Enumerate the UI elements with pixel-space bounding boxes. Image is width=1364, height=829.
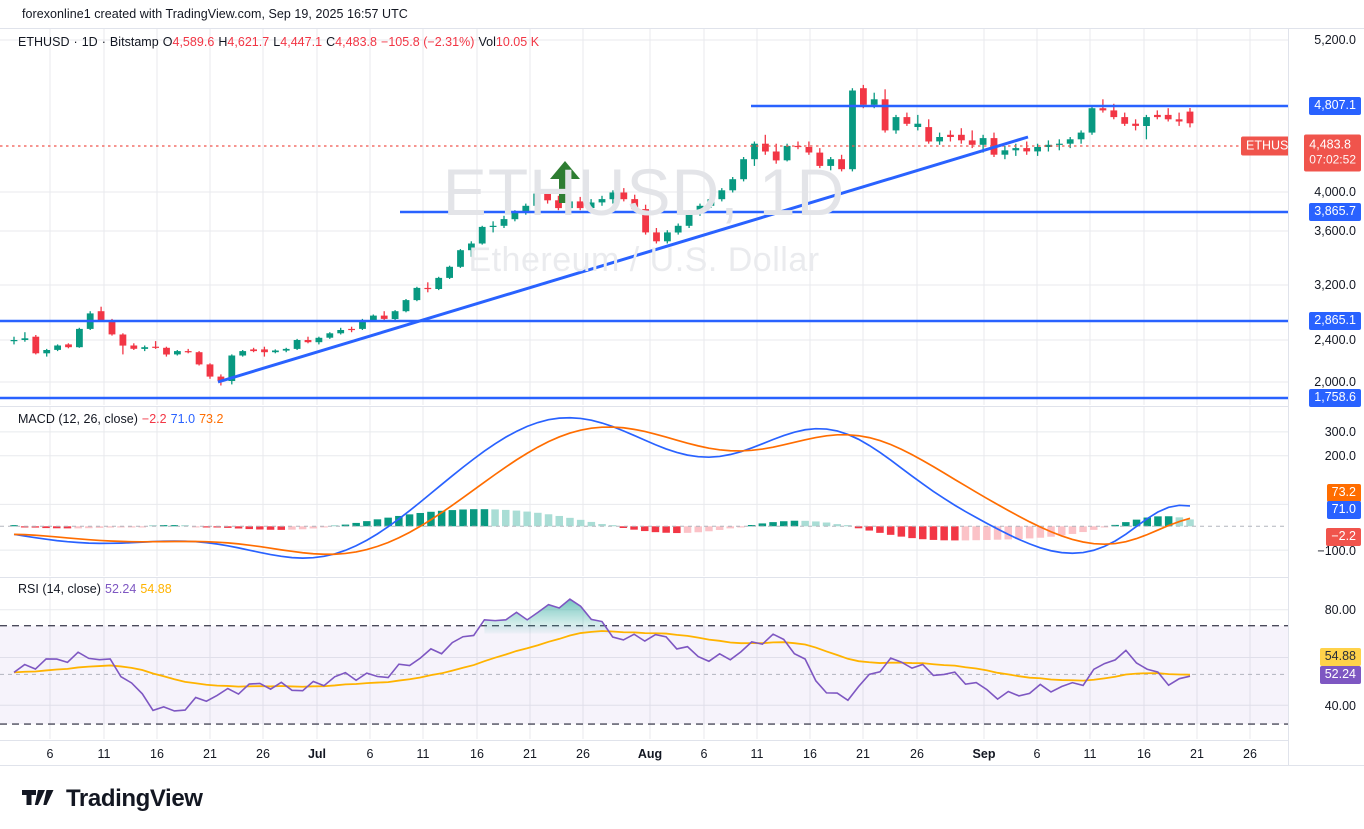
legend-ticker[interactable]: ETHUSD xyxy=(18,35,70,49)
macd-signal-line xyxy=(13,426,1191,556)
macd-badge-macd[interactable]: 71.0 xyxy=(1326,501,1361,519)
price-tick-3600: 3,600.0 xyxy=(1314,224,1356,238)
price-pane[interactable]: ETHUSD, 1D Ethereum / U.S. Dollar xyxy=(0,29,1288,405)
legend-volume-value: 10.05 K xyxy=(495,35,540,49)
time-tick: Sep xyxy=(972,747,996,761)
rsi-series xyxy=(0,598,1288,725)
time-tick: 21 xyxy=(203,747,217,761)
time-tick: 26 xyxy=(1243,747,1257,761)
footer-branding: TradingView xyxy=(22,785,203,813)
rsi-legend[interactable]: RSI (14, close) 52.24 54.88 xyxy=(18,582,176,596)
macd-grid xyxy=(0,407,1288,576)
price-tick-2400: 2,400.0 xyxy=(1314,333,1356,347)
price-tick-2000: 2,000.0 xyxy=(1314,375,1356,389)
legend-low-value: 4,447.1 xyxy=(280,35,323,49)
price-axis[interactable]: 5,200.0 4,000.0 3,600.0 3,200.0 2,800.0 … xyxy=(1288,29,1364,765)
rsi-tick-40: 40.00 xyxy=(1324,699,1356,713)
rsi-value: 52.24 xyxy=(104,582,137,596)
legend-interval[interactable]: 1D xyxy=(81,35,98,49)
rsi-grid xyxy=(0,578,1288,739)
time-tick: 6 xyxy=(366,747,374,761)
time-tick: 16 xyxy=(803,747,817,761)
macd-hist-value: −2.2 xyxy=(141,412,167,426)
macd-tick-neg100: −100.0 xyxy=(1317,544,1356,558)
tradingview-wordmark: TradingView xyxy=(66,785,203,812)
time-tick: 11 xyxy=(416,747,430,761)
legend-sep-1: · xyxy=(73,35,78,49)
macd-tick-300: 300.0 xyxy=(1324,425,1356,439)
legend-sep-2: · xyxy=(101,35,106,49)
time-tick: 11 xyxy=(1083,747,1097,761)
macd-pane[interactable]: MACD (12, 26, close) −2.2 71.0 73.2 xyxy=(0,406,1288,576)
time-tick: 21 xyxy=(856,747,870,761)
price-tick-3200: 3,200.0 xyxy=(1314,278,1356,292)
macd-badge-hist[interactable]: −2.2 xyxy=(1326,528,1361,546)
time-tick: 26 xyxy=(576,747,590,761)
time-tick: Jul xyxy=(307,747,327,761)
last-price-badge[interactable]: 4,483.8 07:02:52 xyxy=(1304,134,1361,172)
macd-tick-200: 200.0 xyxy=(1324,449,1356,463)
attribution-text: forexonline1 created with TradingView.co… xyxy=(22,7,408,21)
rsi-legend-title[interactable]: RSI (14, close) xyxy=(18,582,101,596)
rsi-tick-80: 80.00 xyxy=(1324,603,1356,617)
rsi-badge-rsi[interactable]: 52.24 xyxy=(1319,666,1361,684)
rsi-ma-line xyxy=(13,630,1191,688)
time-tick: 6 xyxy=(1033,747,1041,761)
rsi-overbought-fill xyxy=(484,599,613,634)
time-tick: 16 xyxy=(470,747,484,761)
time-tick: 6 xyxy=(46,747,54,761)
bar-countdown: 07:02:52 xyxy=(1309,152,1356,167)
chart-frame: ETHUSD, 1D Ethereum / U.S. Dollar xyxy=(0,28,1364,766)
macd-legend[interactable]: MACD (12, 26, close) −2.2 71.0 73.2 xyxy=(18,412,228,426)
rsi-line xyxy=(13,598,1191,712)
legend-close-value: 4,483.8 xyxy=(335,35,378,49)
legend-high-value: 4,621.7 xyxy=(227,35,270,49)
macd-series xyxy=(0,416,1288,559)
legend-low-label: L xyxy=(273,35,281,49)
price-badge-mid-level[interactable]: 3,865.7 xyxy=(1309,203,1361,221)
legend-open-label: O xyxy=(162,35,173,49)
tradingview-logo-icon xyxy=(22,790,54,805)
legend-open-value: 4,589.6 xyxy=(172,35,215,49)
rsi-ma-value: 54.88 xyxy=(140,582,172,596)
legend-high-label: H xyxy=(218,35,228,49)
time-tick: 11 xyxy=(750,747,764,761)
time-tick: 16 xyxy=(1137,747,1151,761)
price-symbol-tag[interactable]: ETHUSD xyxy=(1241,136,1288,156)
macd-legend-title[interactable]: MACD (12, 26, close) xyxy=(18,412,138,426)
time-tick: Aug xyxy=(637,747,663,761)
price-tick-5200: 5,200.0 xyxy=(1314,33,1356,47)
time-tick: 6 xyxy=(700,747,708,761)
macd-signal-value: 73.2 xyxy=(199,412,224,426)
time-tick: 21 xyxy=(1190,747,1204,761)
time-tick: 21 xyxy=(523,747,537,761)
price-badge-resistance[interactable]: 4,807.1 xyxy=(1309,97,1361,115)
macd-macd-value: 71.0 xyxy=(170,412,196,426)
time-tick: 26 xyxy=(910,747,924,761)
rsi-badge-ma[interactable]: 54.88 xyxy=(1319,648,1361,666)
legend-exchange[interactable]: Bitstamp xyxy=(109,35,159,49)
price-grid xyxy=(0,29,1288,405)
price-badge-base[interactable]: 1,758.6 xyxy=(1309,389,1361,407)
rsi-band xyxy=(0,625,1288,725)
last-price-value: 4,483.8 xyxy=(1309,137,1351,152)
uptrend-line xyxy=(217,135,1029,384)
time-tick: 11 xyxy=(97,747,111,761)
price-tick-4000: 4,000.0 xyxy=(1314,185,1356,199)
legend-close-label: C xyxy=(326,35,336,49)
time-axis[interactable]: 6 11 16 21 26 Jul 6 11 16 21 26 Aug 6 11 16 21 26 Sep 6 11 1… xyxy=(0,740,1364,767)
macd-badge-signal[interactable]: 73.2 xyxy=(1326,484,1361,502)
rsi-pane[interactable]: RSI (14, close) 52.24 54.88 xyxy=(0,577,1288,739)
price-badge-support[interactable]: 2,865.1 xyxy=(1309,312,1361,330)
time-tick: 26 xyxy=(256,747,270,761)
symbol-legend[interactable]: ETHUSD · 1D · Bitstamp O4,589.6 H4,621.7 L4,447… xyxy=(18,35,543,49)
price-series xyxy=(0,84,1288,400)
legend-change: −105.8 (−2.31%) xyxy=(381,35,475,49)
time-tick: 16 xyxy=(150,747,164,761)
macd-line xyxy=(13,416,1191,559)
up-arrow-annotation xyxy=(550,161,580,203)
legend-volume-label: Vol xyxy=(478,35,496,49)
